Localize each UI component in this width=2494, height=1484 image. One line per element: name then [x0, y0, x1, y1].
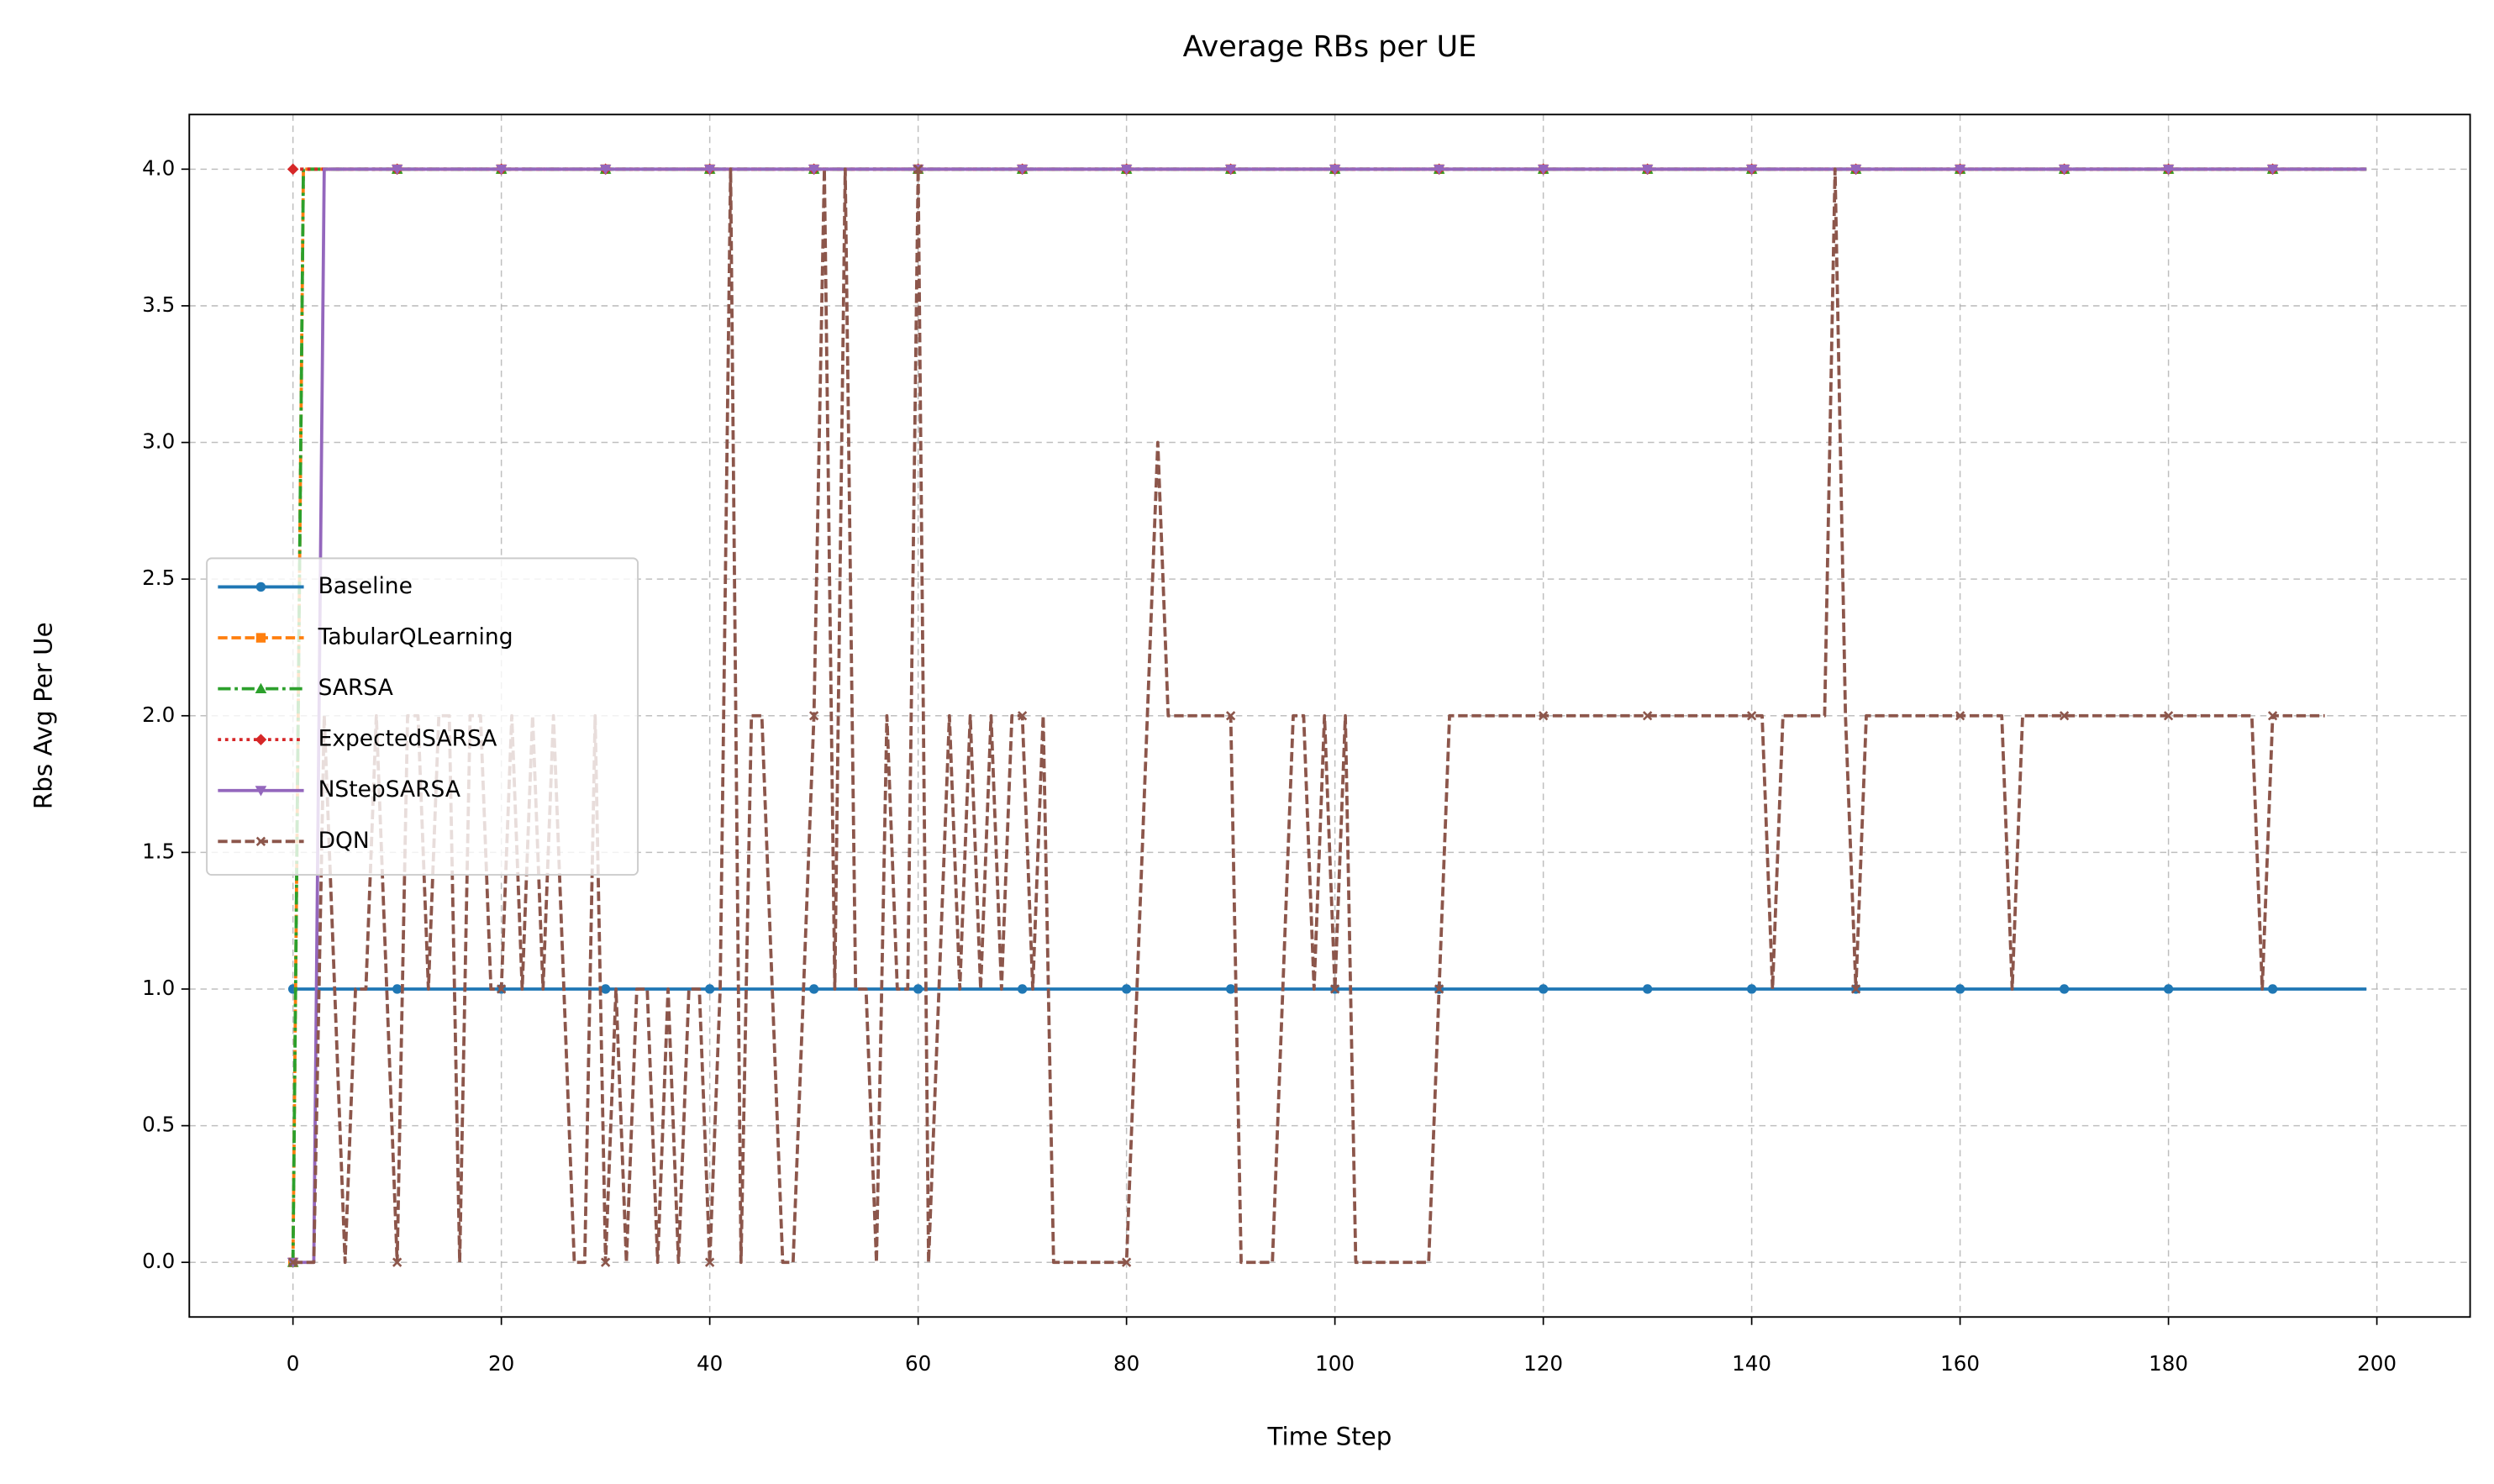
point-marker: [1434, 984, 1444, 994]
point-marker: [1537, 164, 1550, 176]
point-marker: [1225, 711, 1236, 721]
point-marker: [255, 633, 266, 643]
x-tick-label: 160: [1940, 1351, 1980, 1376]
point-marker: [703, 164, 716, 176]
point-marker: [1955, 711, 1965, 721]
x-axis-label: Time Step: [1266, 1423, 1392, 1451]
point-marker: [1225, 984, 1236, 994]
point-marker: [1746, 984, 1757, 994]
legend-label: TabularQLearning: [318, 624, 513, 650]
y-tick-label: 1.5: [142, 839, 175, 863]
point-marker: [2267, 711, 2278, 721]
chart-title: Average RBs per UE: [1183, 30, 1477, 64]
y-axis-label: Rbs Avg Per Ue: [29, 622, 58, 809]
y-tick-label: 3.0: [142, 429, 175, 454]
y-tick-label: 3.5: [142, 292, 175, 317]
point-marker: [704, 984, 715, 994]
point-marker: [1642, 984, 1653, 994]
x-tick-label: 140: [1732, 1351, 1771, 1376]
x-tick-label: 40: [697, 1351, 723, 1376]
point-marker: [1017, 711, 1028, 721]
point-marker: [913, 984, 923, 994]
point-marker: [1641, 164, 1654, 176]
x-tick-label: 0: [287, 1351, 300, 1376]
x-tick-label: 60: [905, 1351, 931, 1376]
point-marker: [255, 581, 266, 592]
x-tick-label: 200: [2357, 1351, 2397, 1376]
x-tick-label: 120: [1523, 1351, 1563, 1376]
point-marker: [808, 711, 819, 721]
x-tick-label: 100: [1315, 1351, 1355, 1376]
point-marker: [496, 984, 507, 994]
point-marker: [704, 1257, 715, 1267]
point-marker: [2059, 711, 2070, 721]
point-marker: [2163, 984, 2174, 994]
point-marker: [2267, 984, 2278, 994]
point-marker: [392, 984, 403, 994]
point-marker: [2162, 164, 2175, 176]
point-marker: [2059, 984, 2070, 994]
series-line: [292, 167, 2325, 1265]
point-marker: [392, 1257, 403, 1267]
x-tick-label: 80: [1113, 1351, 1139, 1376]
plot-frame: [188, 113, 2471, 1318]
y-tick-label: 2.5: [142, 566, 175, 590]
y-tick-label: 0.0: [142, 1249, 175, 1273]
point-marker: [1538, 984, 1549, 994]
point-marker: [1121, 984, 1132, 994]
point-marker: [600, 1257, 611, 1267]
point-marker: [1120, 164, 1133, 176]
y-tick-label: 1.0: [142, 976, 175, 1000]
point-marker: [2266, 164, 2279, 176]
point-marker: [1016, 164, 1029, 176]
point-marker: [1642, 711, 1653, 721]
point-marker: [495, 164, 508, 176]
legend-box: [206, 557, 639, 876]
legend-label: Baseline: [318, 573, 413, 599]
point-marker: [1121, 1257, 1132, 1267]
legend-label: SARSA: [318, 675, 393, 701]
x-tick-label: 180: [2149, 1351, 2188, 1376]
point-marker: [1850, 984, 1861, 994]
point-marker: [600, 984, 611, 994]
point-marker: [1017, 984, 1028, 994]
legend-label: DQN: [318, 828, 370, 854]
point-marker: [808, 984, 819, 994]
legend-label: NStepSARSA: [318, 776, 460, 803]
point-marker: [1746, 711, 1757, 721]
point-marker: [1955, 984, 1965, 994]
point-marker: [1745, 164, 1758, 176]
legend: Baseline TabularQLearning SARSA ExpectedSAR…: [206, 557, 639, 876]
point-marker: [599, 164, 612, 176]
series-line: [292, 167, 2367, 1265]
y-tick-label: 0.5: [142, 1113, 175, 1137]
point-marker: [391, 164, 403, 176]
point-marker: [1433, 164, 1445, 176]
point-marker: [808, 164, 820, 176]
point-marker: [255, 836, 266, 846]
legend-label: ExpectedSARSA: [318, 726, 497, 752]
point-marker: [1329, 984, 1340, 994]
point-marker: [1329, 164, 1341, 176]
point-marker: [1849, 164, 1862, 176]
point-marker: [1954, 164, 1966, 176]
point-marker: [1224, 164, 1237, 176]
y-tick-label: 4.0: [142, 155, 175, 180]
x-tick-label: 20: [488, 1351, 514, 1376]
point-marker: [255, 682, 267, 694]
point-marker: [255, 786, 267, 797]
point-marker: [287, 1257, 298, 1267]
point-marker: [2163, 711, 2174, 721]
point-marker: [913, 164, 923, 174]
point-marker: [1538, 711, 1549, 721]
point-marker: [2058, 164, 2070, 176]
y-tick-label: 2.0: [142, 703, 175, 727]
